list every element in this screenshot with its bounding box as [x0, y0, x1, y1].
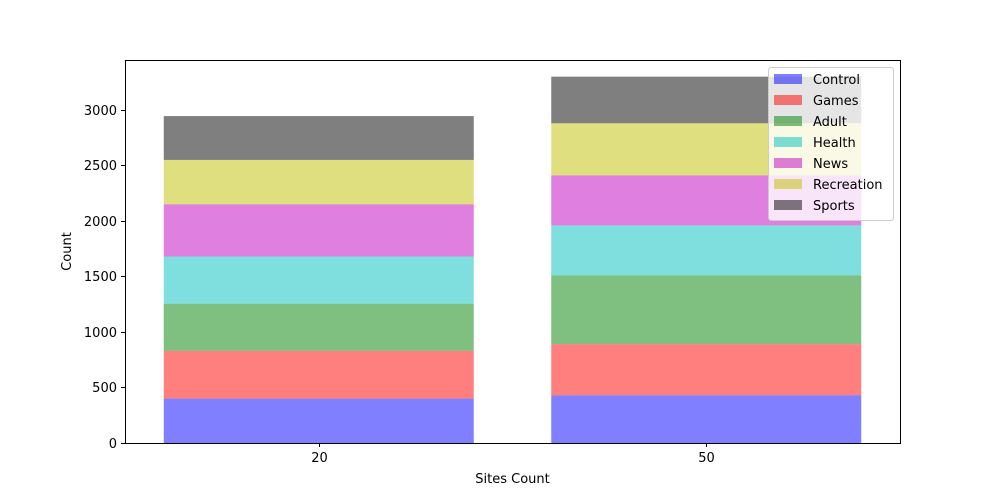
legend: Control Games Adult Health News Recreation Spo… — [768, 67, 894, 221]
y-tick-label: 1500 — [84, 270, 117, 285]
legend-label-games: Games — [813, 94, 859, 109]
legend-swatch-games — [774, 95, 802, 105]
legend-label-news: News — [813, 157, 848, 172]
legend-swatch-sports — [774, 200, 802, 210]
y-tick-label: 500 — [92, 381, 117, 396]
x-axis: 20 50 — [311, 443, 715, 466]
legend-swatch-recreation — [774, 179, 802, 189]
y-tick-label: 2000 — [84, 215, 117, 230]
bars-group — [163, 76, 862, 443]
legend-label-health: Health — [813, 136, 856, 151]
bar-adult-50 — [551, 275, 862, 345]
legend-swatch-control — [774, 74, 802, 84]
bar-sports-20 — [163, 116, 474, 160]
plot-frame — [125, 60, 901, 444]
x-tick-label: 20 — [311, 451, 328, 466]
y-axis-label: Count — [60, 232, 75, 271]
bar-games-20 — [163, 350, 474, 399]
bar-adult-20 — [163, 303, 474, 351]
x-tick-label: 50 — [698, 451, 715, 466]
bar-health-20 — [163, 256, 474, 304]
legend-swatch-news — [774, 158, 802, 168]
legend-label-control: Control — [813, 73, 860, 88]
bar-health-50 — [551, 225, 862, 276]
y-tick-label: 0 — [109, 437, 117, 452]
legend-swatch-health — [774, 137, 802, 147]
bar-control-20 — [163, 398, 474, 443]
bar-control-50 — [551, 395, 862, 443]
legend-swatch-adult — [774, 116, 802, 126]
legend-label-sports: Sports — [813, 199, 855, 214]
bar-games-50 — [551, 344, 862, 396]
y-tick-label: 1000 — [84, 326, 117, 341]
bar-recreation-20 — [163, 159, 474, 205]
y-tick-label: 2500 — [84, 159, 117, 174]
y-axis: 0 500 1000 1500 2000 2500 3000 — [84, 104, 125, 452]
legend-label-recreation: Recreation — [813, 178, 883, 193]
bar-news-20 — [163, 204, 474, 257]
y-tick-label: 3000 — [84, 104, 117, 119]
legend-label-adult: Adult — [813, 115, 847, 130]
x-axis-label: Sites Count — [475, 472, 549, 487]
